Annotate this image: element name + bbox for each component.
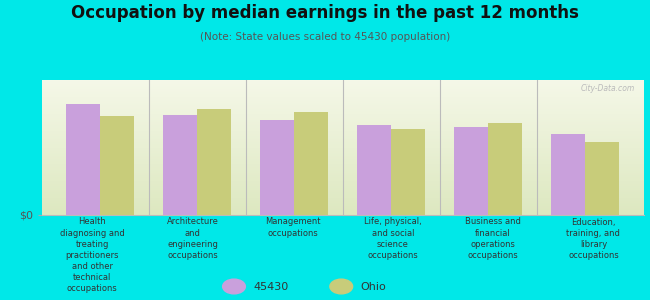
Text: Health
diagnosing and
treating
practitioners
and other
technical
occupations: Health diagnosing and treating practitio… bbox=[60, 218, 125, 293]
Bar bbox=[66, 104, 101, 214]
Circle shape bbox=[222, 279, 246, 294]
Text: Occupation by median earnings in the past 12 months: Occupation by median earnings in the pas… bbox=[71, 4, 579, 22]
Bar bbox=[585, 142, 619, 214]
Text: Education,
training, and
library
occupations: Education, training, and library occupat… bbox=[566, 218, 620, 260]
Text: (Note: State values scaled to 45430 population): (Note: State values scaled to 45430 popu… bbox=[200, 32, 450, 41]
Bar bbox=[454, 127, 488, 214]
Bar bbox=[358, 125, 391, 214]
Text: Ohio: Ohio bbox=[361, 281, 387, 292]
Text: Architecture
and
engineering
occupations: Architecture and engineering occupations bbox=[166, 218, 218, 260]
Circle shape bbox=[330, 279, 352, 294]
Bar bbox=[198, 109, 231, 214]
Bar bbox=[163, 115, 198, 214]
Bar bbox=[488, 123, 523, 214]
Text: 45430: 45430 bbox=[254, 281, 289, 292]
Text: Management
occupations: Management occupations bbox=[265, 218, 320, 238]
Bar bbox=[294, 112, 328, 214]
Bar bbox=[101, 116, 135, 214]
Bar bbox=[261, 120, 294, 214]
Text: City-Data.com: City-Data.com bbox=[580, 83, 634, 92]
Text: Business and
financial
operations
occupations: Business and financial operations occupa… bbox=[465, 218, 521, 260]
Bar bbox=[551, 134, 585, 214]
Text: Life, physical,
and social
science
occupations: Life, physical, and social science occup… bbox=[364, 218, 422, 260]
Bar bbox=[391, 130, 425, 214]
